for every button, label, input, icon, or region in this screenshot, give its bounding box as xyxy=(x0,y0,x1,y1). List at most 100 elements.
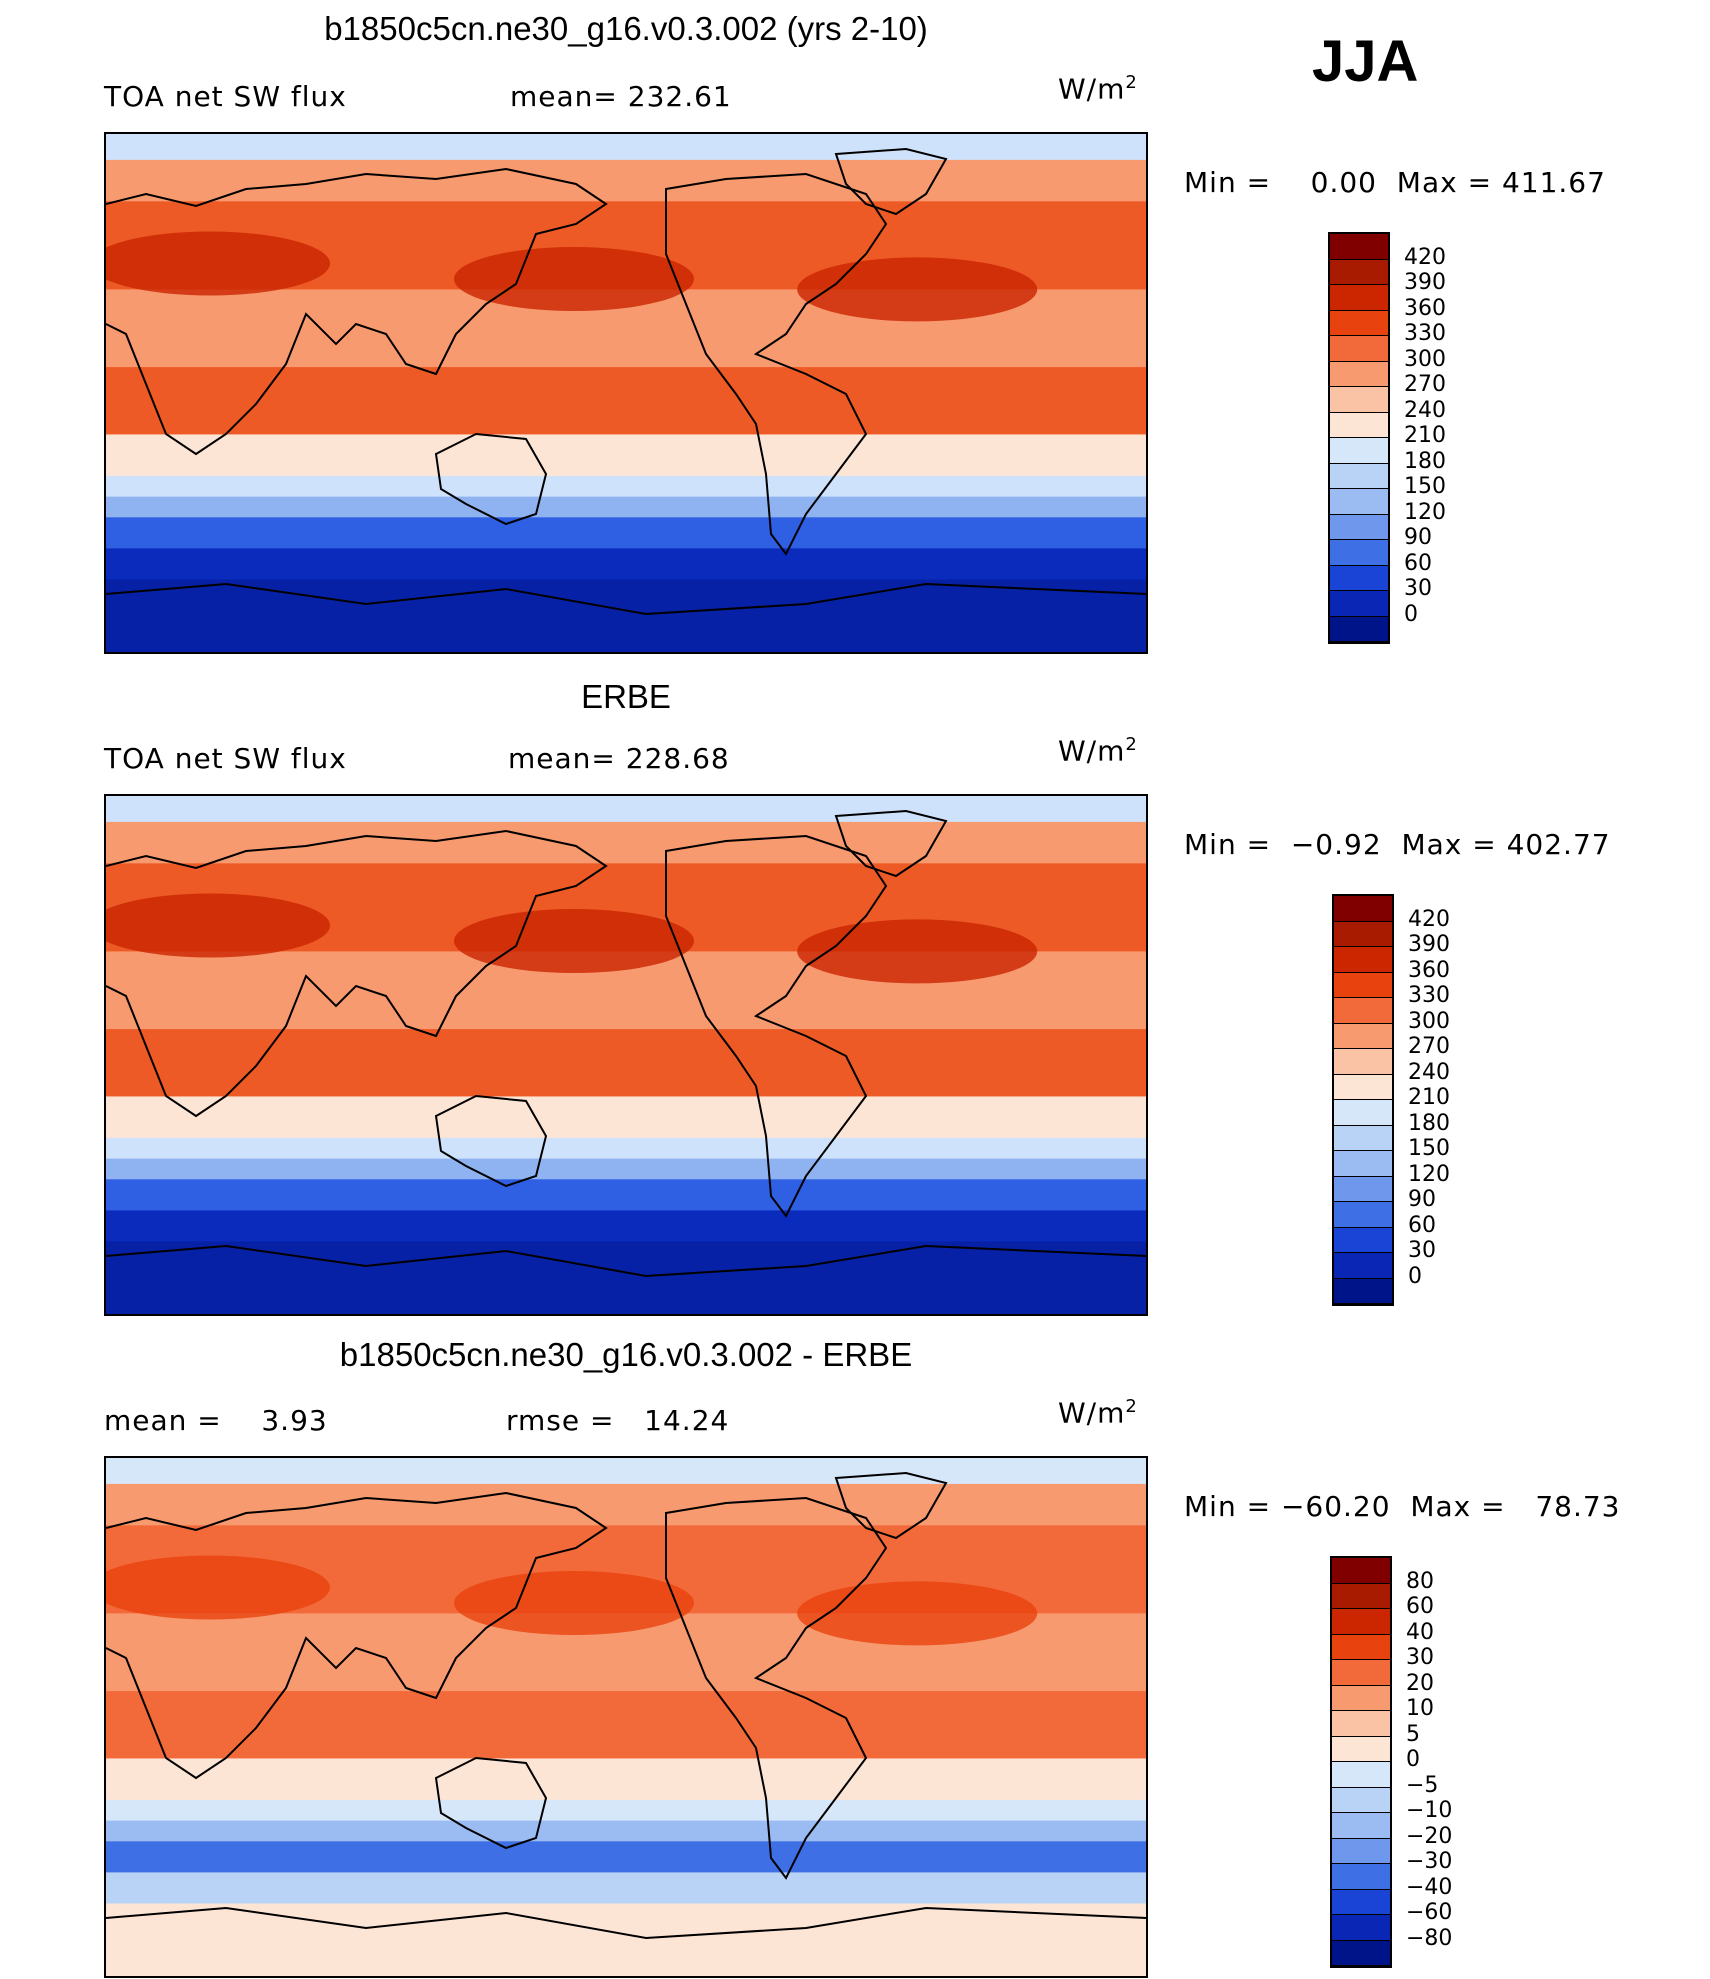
mean-label: mean= 232.61 xyxy=(510,80,732,113)
colorbar-tick-label: 180 xyxy=(1404,448,1446,474)
coastline xyxy=(106,1491,608,1780)
colorbar-swatch xyxy=(1334,1176,1392,1202)
min-max-label: Min = 0.00 Max = 411.67 xyxy=(1184,166,1606,199)
mean-label: mean= 228.68 xyxy=(508,742,730,775)
map-canvas xyxy=(106,134,1146,652)
contour-blob xyxy=(106,893,330,958)
colorbar-labels: 420 390 360 330 300 270 240 210 180 150 120 90 60 30 0 xyxy=(1404,232,1484,644)
colorbar-labels: 80 60 40 30 20 10 5 0 −5 −10 −20 −30 −40 −60 −80 xyxy=(1406,1556,1486,1968)
units-label: W/m2 xyxy=(1058,1396,1138,1430)
colorbar-tick-label: 120 xyxy=(1404,499,1446,525)
colorbar-swatch xyxy=(1332,1634,1390,1660)
contour-band xyxy=(106,1820,1146,1843)
colorbar-tick-label: 20 xyxy=(1406,1670,1434,1696)
colorbar-tick-label: 360 xyxy=(1404,295,1446,321)
colorbar-tick-label: 330 xyxy=(1408,983,1450,1008)
contour-map xyxy=(104,794,1148,1316)
colorbar-swatch xyxy=(1330,412,1388,438)
colorbar-tick-label: 390 xyxy=(1404,270,1446,295)
colorbar-tick-label: 30 xyxy=(1408,1238,1436,1263)
variable-label: TOA net SW flux xyxy=(104,80,347,113)
colorbar-swatch xyxy=(1332,1915,1390,1941)
colorbar-swatch xyxy=(1332,1864,1390,1890)
coastline xyxy=(665,1496,888,1880)
contour-band xyxy=(106,1158,1146,1181)
colorbar-swatch xyxy=(1332,1813,1390,1839)
contour-band xyxy=(106,1903,1146,1976)
contour-band xyxy=(106,367,1146,436)
colorbar-swatch xyxy=(1334,1074,1392,1100)
rmse-label: rmse = 14.24 xyxy=(506,1404,730,1437)
colorbar-swatch xyxy=(1334,998,1392,1024)
contour-band xyxy=(106,517,1146,550)
colorbar-swatch xyxy=(1334,1100,1392,1126)
colorbar-swatch xyxy=(1334,1023,1392,1049)
colorbar-tick-label: 240 xyxy=(1404,397,1446,423)
colorbar-swatch xyxy=(1332,1685,1390,1711)
colorbar-swatch xyxy=(1334,896,1392,922)
colorbar-tick-label: 60 xyxy=(1408,1212,1436,1238)
colorbar-tick-label: 0 xyxy=(1408,1263,1422,1289)
contour-band xyxy=(106,159,1146,203)
colorbar-tick-label: 150 xyxy=(1408,1136,1450,1161)
colorbar-tick-label: 300 xyxy=(1408,1008,1450,1034)
min-max-label: Min = −60.20 Max = 78.73 xyxy=(1184,1490,1621,1523)
colorbar-tick-label: −20 xyxy=(1406,1823,1453,1849)
contour-map xyxy=(104,132,1148,654)
colorbar-tick-label: 0 xyxy=(1406,1747,1420,1772)
colorbar-tick-label: 210 xyxy=(1408,1085,1450,1110)
colorbar-swatch xyxy=(1330,591,1388,617)
colorbar-swatch xyxy=(1330,361,1388,387)
colorbar-tick-label: 360 xyxy=(1408,957,1450,983)
colorbar-swatch xyxy=(1334,1278,1392,1304)
coastline xyxy=(834,1471,948,1540)
contour-band xyxy=(106,1241,1146,1314)
colorbar-tick-label: 300 xyxy=(1404,346,1446,372)
colorbar-swatch xyxy=(1334,1049,1392,1075)
mean-label: mean = 3.93 xyxy=(104,1404,328,1437)
contour-blob xyxy=(454,909,694,974)
contour-map xyxy=(104,1456,1148,1978)
colorbar-tick-label: 420 xyxy=(1408,906,1450,932)
colorbar-tick-label: 120 xyxy=(1408,1161,1450,1187)
contour-band xyxy=(106,1758,1146,1801)
contour-band xyxy=(106,579,1146,652)
colorbar-swatch xyxy=(1334,1202,1392,1228)
units-label: W/m2 xyxy=(1058,734,1138,768)
map-canvas xyxy=(106,796,1146,1314)
contour-blob xyxy=(797,257,1038,322)
contour-band xyxy=(106,475,1146,498)
colorbar-swatch xyxy=(1334,1151,1392,1177)
contour-band xyxy=(106,1799,1146,1822)
colorbar-swatch xyxy=(1332,1889,1390,1915)
contour-band xyxy=(106,1872,1146,1905)
coastline xyxy=(434,1756,548,1850)
coastline xyxy=(106,582,1146,616)
coastline xyxy=(434,1094,548,1188)
colorbar-tick-label: 60 xyxy=(1406,1594,1434,1619)
colorbar-swatch xyxy=(1332,1762,1390,1788)
contour-blob xyxy=(106,231,330,296)
colorbar-swatch xyxy=(1330,336,1388,362)
colorbar-swatch xyxy=(1330,438,1388,464)
colorbar xyxy=(1328,232,1390,644)
colorbar-swatch xyxy=(1334,1227,1392,1253)
coastline xyxy=(106,829,608,1118)
contour-band xyxy=(106,821,1146,865)
contour-band xyxy=(106,1458,1146,1485)
colorbar-tick-label: 240 xyxy=(1408,1059,1450,1085)
contour-blob xyxy=(454,247,694,312)
colorbar-swatch xyxy=(1330,565,1388,591)
colorbar-swatch xyxy=(1334,972,1392,998)
contour-band xyxy=(106,1029,1146,1098)
colorbar-tick-label: 30 xyxy=(1404,576,1432,601)
contour-band xyxy=(106,496,1146,519)
panel-title: b1850c5cn.ne30_g16.v0.3.002 (yrs 2-10) xyxy=(324,10,928,47)
colorbar-tick-label: 270 xyxy=(1404,372,1446,397)
colorbar-swatch xyxy=(1330,514,1388,540)
contour-band xyxy=(106,796,1146,823)
colorbar-swatch xyxy=(1330,387,1388,413)
colorbar-tick-label: −60 xyxy=(1406,1900,1453,1925)
contour-band xyxy=(106,1841,1146,1874)
contour-band xyxy=(106,1691,1146,1760)
